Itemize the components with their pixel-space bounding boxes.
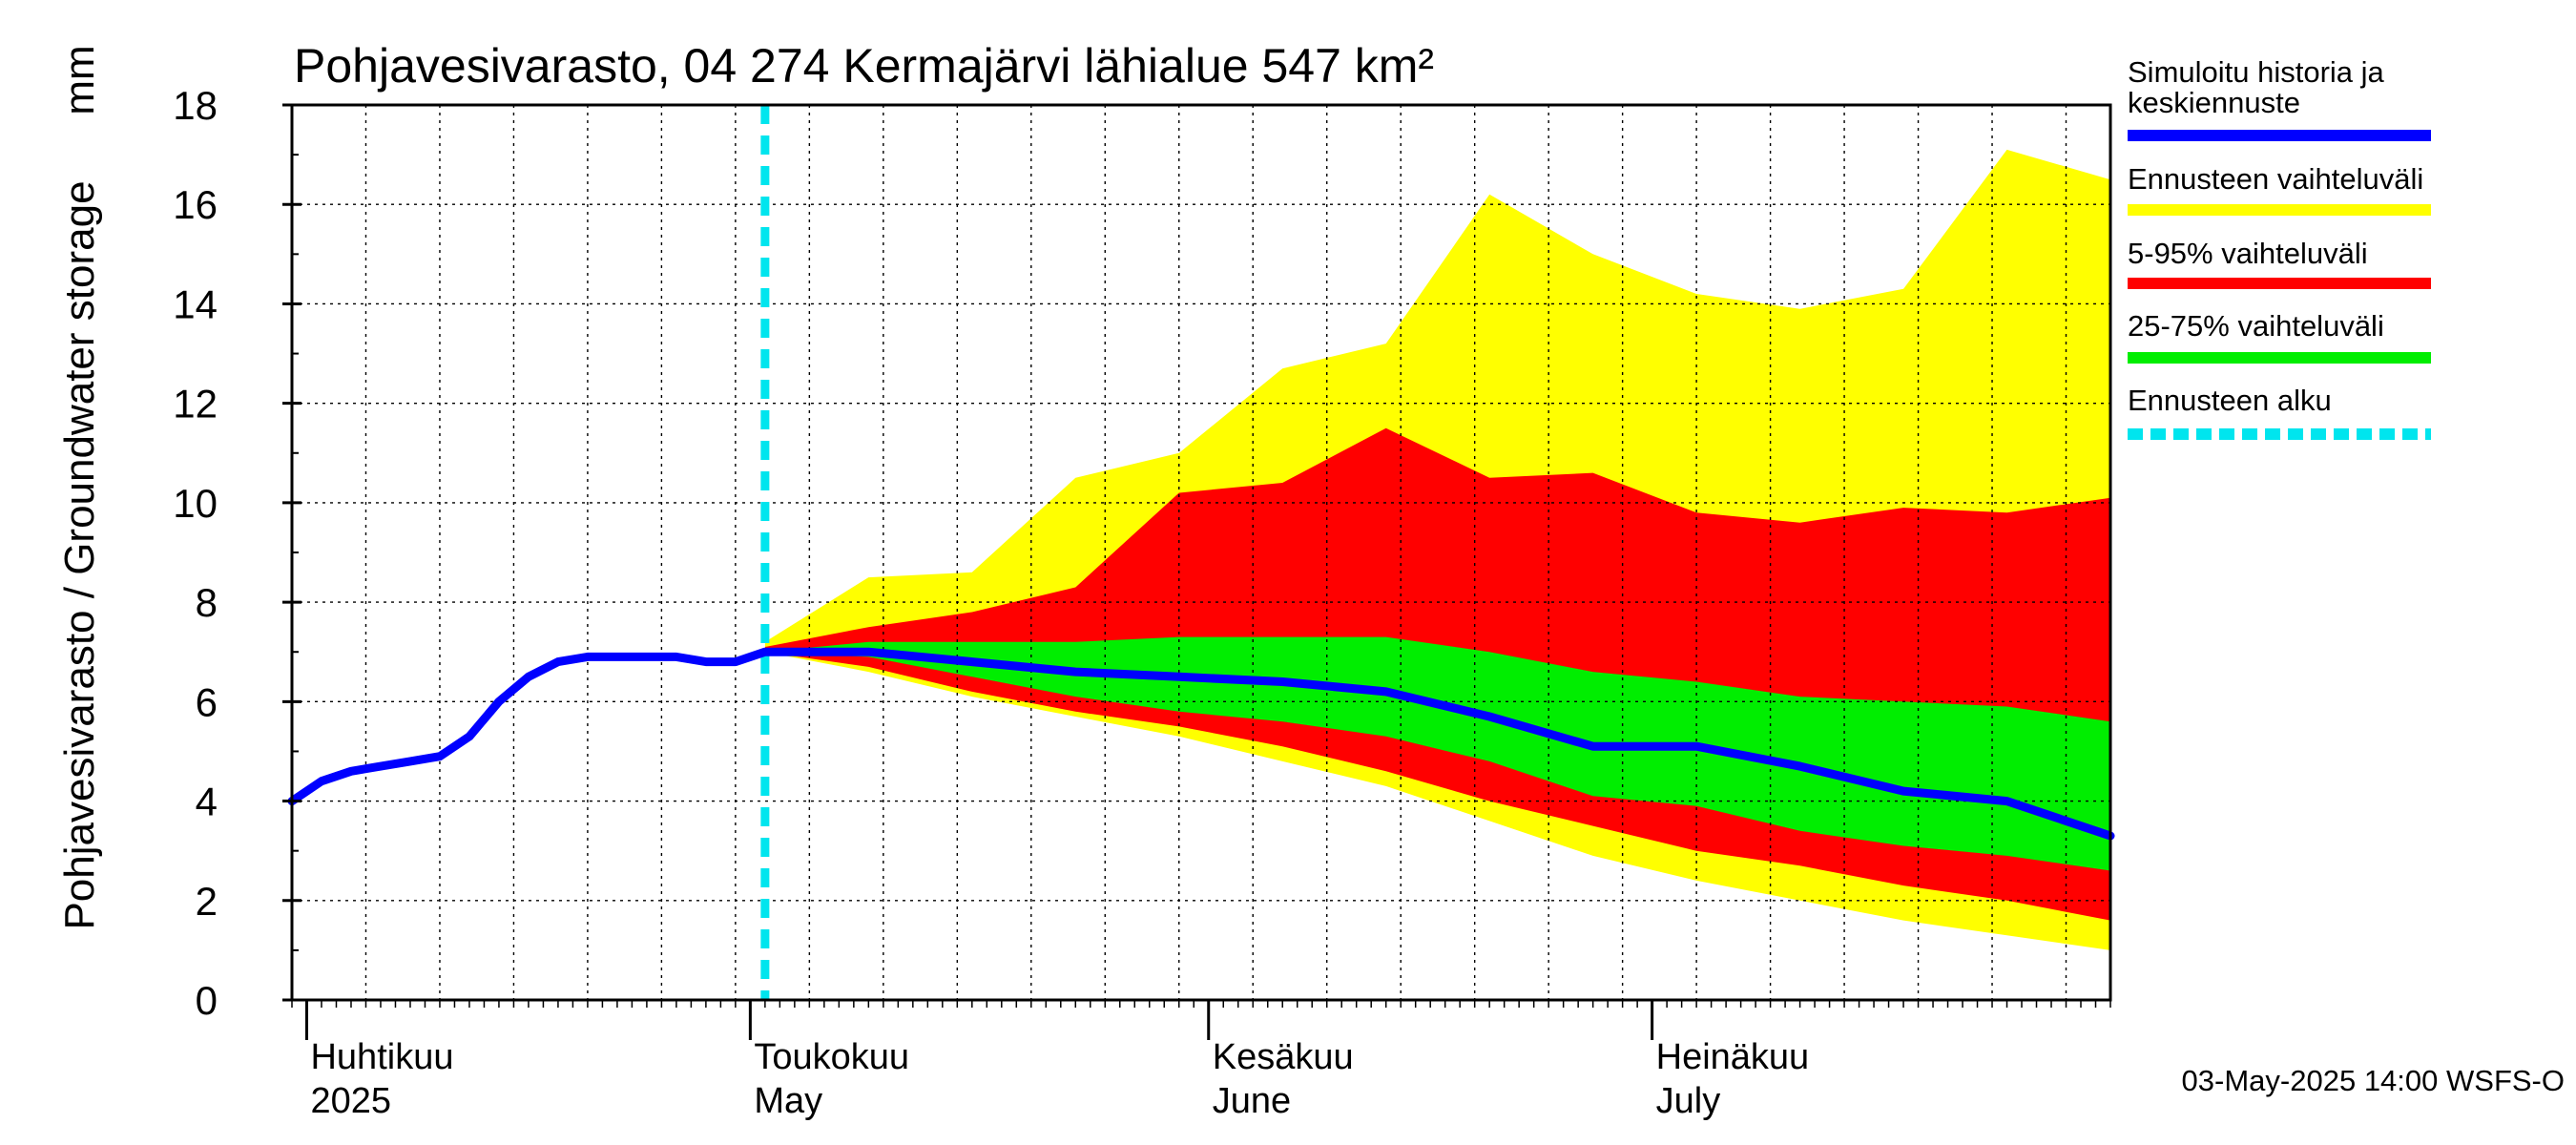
y-tick-label: 6 xyxy=(196,679,218,724)
month-label-fi: Heinäkuu xyxy=(1656,1037,1810,1077)
timestamp: 03-May-2025 14:00 WSFS-O xyxy=(2182,1064,2565,1097)
legend-label: Simuloitu historia ja xyxy=(2128,55,2385,89)
y-tick-label: 12 xyxy=(173,382,218,427)
median-line xyxy=(287,647,2115,841)
y-axis-label: Pohjavesivarasto / Groundwater storage xyxy=(56,180,103,929)
month-label-en: May xyxy=(754,1081,822,1121)
y-tick-label: 4 xyxy=(196,780,218,824)
legend-label: keskiennuste xyxy=(2128,86,2300,119)
band-25-75 xyxy=(764,636,2110,871)
month-label-en: July xyxy=(1656,1081,1721,1121)
legend-label: Ennusteen alku xyxy=(2128,384,2332,417)
y-axis-unit: mm xyxy=(56,45,103,114)
y-tick-label: 18 xyxy=(173,83,218,128)
y-axis: 0 2 4 6 8 10 12 14 16 18 xyxy=(173,83,301,1023)
y-tick-label: 2 xyxy=(196,879,218,924)
legend-label: 25-75% vaihteluväli xyxy=(2128,309,2384,343)
y-tick-label: 8 xyxy=(196,580,218,625)
legend-label: 5-95% vaihteluväli xyxy=(2128,237,2368,270)
grid-lines xyxy=(292,105,2110,1000)
month-label-en: June xyxy=(1213,1081,1291,1121)
series-lines xyxy=(287,105,2115,1000)
chart-title: Pohjavesivarasto, 04 274 Kermajärvi lähi… xyxy=(294,39,1434,93)
forecast-bands xyxy=(764,149,2110,950)
y-tick-label: 14 xyxy=(173,281,218,326)
y-tick-label: 10 xyxy=(173,481,218,526)
y-tick-label: 16 xyxy=(173,182,218,227)
month-label-fi: Huhtikuu xyxy=(310,1037,453,1077)
legend-label: Ennusteen vaihteluväli xyxy=(2128,162,2423,196)
month-label-en: 2025 xyxy=(310,1081,391,1121)
month-label-fi: Kesäkuu xyxy=(1213,1037,1354,1077)
y-tick-label: 0 xyxy=(196,978,218,1023)
month-label-fi: Toukokuu xyxy=(754,1037,909,1077)
